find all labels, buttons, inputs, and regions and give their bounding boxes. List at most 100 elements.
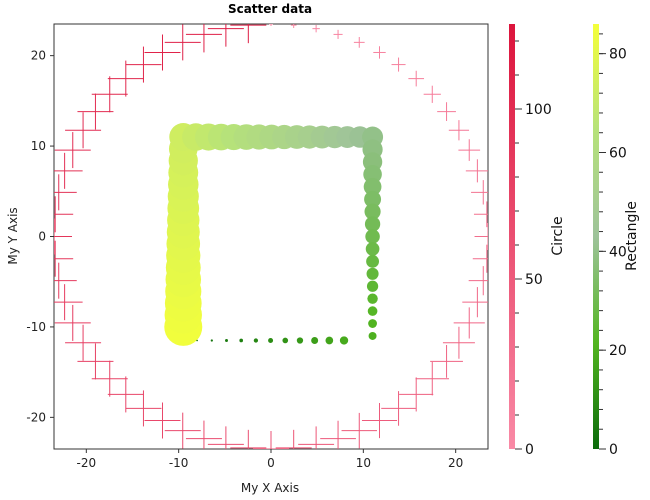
x-tick-label: 20 <box>448 456 463 470</box>
y-tick-label: 20 <box>31 49 46 63</box>
circle-point <box>54 132 91 169</box>
colorbar-circle-label: Circle <box>550 216 566 255</box>
rectangle-point <box>253 338 259 343</box>
colorbar-tick-label: 60 <box>609 145 627 161</box>
circle-point <box>207 24 244 47</box>
circle-point <box>77 343 114 380</box>
circle-point <box>474 223 488 250</box>
rectangle-point <box>268 338 274 343</box>
rectangle-point <box>225 339 228 342</box>
circle-point <box>473 201 488 228</box>
circle-point <box>230 24 267 44</box>
circle-point <box>54 240 74 277</box>
circle-point <box>381 391 416 426</box>
x-tick-label: -10 <box>169 456 189 470</box>
rectangle-point <box>363 165 382 184</box>
circle-point <box>373 46 386 59</box>
circle-point <box>125 46 162 83</box>
rectangle-point <box>368 331 377 340</box>
circle-point <box>65 324 102 361</box>
circle-point <box>465 159 488 183</box>
rectangle-point <box>366 280 379 292</box>
rectangle-point <box>296 337 304 344</box>
circle-point <box>65 112 102 149</box>
circle-point <box>275 429 312 449</box>
rectangle-point <box>366 267 379 280</box>
x-axis: -20 -10 0 10 20 <box>77 449 463 470</box>
circle-point <box>437 102 456 121</box>
rectangle-point <box>196 339 198 342</box>
circle-point <box>54 196 74 233</box>
rectangle-point <box>363 177 382 196</box>
circle-point <box>269 24 273 26</box>
circle-point <box>54 218 72 255</box>
circle-point <box>107 60 144 97</box>
circle-point <box>207 426 244 449</box>
circle-point <box>77 93 114 130</box>
circle-point <box>185 24 222 53</box>
y-axis: -20 -10 0 10 20 <box>26 49 54 424</box>
rectangle-point <box>325 336 334 345</box>
circle-point <box>54 304 91 341</box>
circle-point <box>125 390 162 427</box>
circle-point <box>458 139 481 161</box>
colorbar-rectangle-ticks: 0 20 40 60 80 <box>599 33 627 458</box>
circle-point <box>423 85 441 103</box>
rectangle-point <box>365 242 380 256</box>
y-tick-label: 10 <box>31 139 46 153</box>
colorbar-rectangle-label: Rectangle <box>624 201 640 271</box>
circle-point <box>430 345 463 378</box>
circle-point <box>361 402 398 439</box>
circle-point <box>462 287 488 318</box>
rectangle-point <box>368 319 377 328</box>
circle-point <box>448 120 470 141</box>
circle-point <box>144 34 181 71</box>
circle-point <box>54 174 77 211</box>
rectangle-point <box>366 254 380 268</box>
rectangle-point <box>282 337 289 344</box>
circle-point <box>399 377 434 412</box>
rectangle-point <box>364 216 381 232</box>
circle-point <box>290 24 297 29</box>
circle-point <box>472 244 488 273</box>
y-tick-label: -20 <box>26 410 46 424</box>
colorbar-tick-label: 40 <box>609 244 627 260</box>
circle-point <box>107 376 144 413</box>
rectangle-point <box>311 336 319 344</box>
circle-point <box>91 360 128 397</box>
circle-point <box>185 420 222 449</box>
chart-title: Scatter data <box>228 2 312 16</box>
y-tick-label: -10 <box>26 320 46 334</box>
plot-area <box>53 23 489 450</box>
colorbar-tick-label: 100 <box>525 102 552 118</box>
circle-point <box>468 266 488 296</box>
rectangle-point <box>364 190 382 208</box>
circle-point <box>54 152 83 189</box>
colorbar-circle-ticks: 0 50 100 <box>515 40 552 458</box>
circle-point <box>54 262 77 299</box>
circle-point <box>298 426 335 449</box>
rectangle-point <box>239 338 244 343</box>
rectangle-point <box>339 336 349 345</box>
colorbar-circle <box>509 24 515 449</box>
rectangle-point <box>364 203 381 220</box>
rectangle-point <box>210 339 213 342</box>
circle-point <box>320 420 356 449</box>
y-axis-label: My Y Axis <box>6 207 20 264</box>
circle-point <box>391 57 406 72</box>
circle-point <box>415 361 450 396</box>
colorbar-rectangle <box>593 24 599 449</box>
circle-point <box>408 70 425 87</box>
circle-point <box>442 326 475 359</box>
circle-point <box>353 36 365 48</box>
colorbar-tick-label: 0 <box>609 442 618 458</box>
circle-point <box>164 412 201 449</box>
rectangle-point <box>365 229 380 244</box>
colorbar-tick-label: 80 <box>609 47 627 63</box>
x-axis-label: My X Axis <box>241 481 299 495</box>
x-tick-label: 10 <box>356 456 371 470</box>
x-tick-label: -20 <box>77 456 97 470</box>
circle-point <box>453 307 485 339</box>
points-layer <box>54 24 488 449</box>
circle-point <box>341 412 377 449</box>
